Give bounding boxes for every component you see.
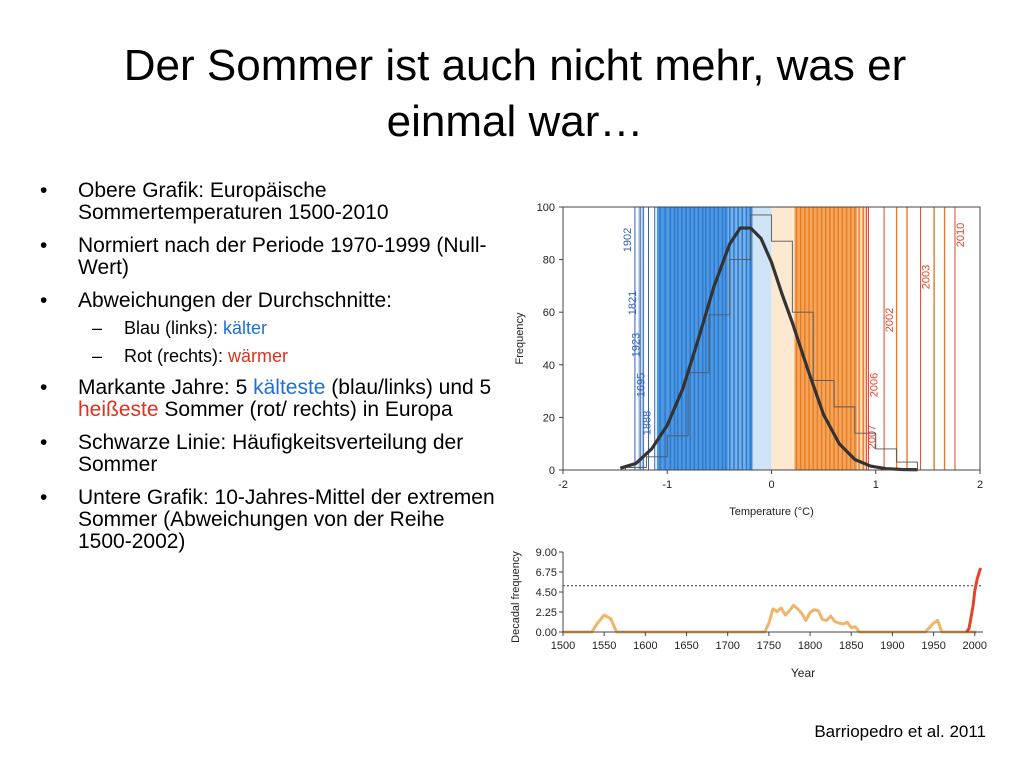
bullet-item: Untere Grafik: 10-Jahres-Mittel der extr… <box>40 487 500 553</box>
x-axis-label: Year <box>791 666 815 680</box>
bullet-text-part: Sommer (rot/ rechts) in Europa <box>158 398 453 421</box>
y-tick-label: 20 <box>543 412 555 424</box>
y-tick-label: 0.00 <box>536 627 557 639</box>
slide-title: Der Sommer ist auch nicht mehr, was er e… <box>123 41 907 146</box>
extreme-year-label: 1902 <box>622 228 634 252</box>
x-tick-label: 1800 <box>798 640 822 652</box>
sub-bullet-list: Blau (links): kälter Rot (rechts): wärme… <box>78 318 500 366</box>
y-tick-label: 6.75 <box>536 567 557 579</box>
bullet-text: Obere Grafik: Europäische Sommertemperat… <box>78 179 389 224</box>
extreme-year-label: 2003 <box>921 265 933 289</box>
recent-frequency-line <box>965 567 982 633</box>
bullet-list: Obere Grafik: Europäische Sommertemperat… <box>40 180 500 564</box>
bullet-highlight-warm: heißeste <box>78 398 159 421</box>
extreme-year-label: 2006 <box>868 373 880 397</box>
histogram-outline <box>625 214 918 470</box>
sub-bullet-highlight: kälter <box>223 318 268 338</box>
color-band <box>771 207 795 470</box>
bullet-text: Abweichungen der Durchschnitte: <box>78 289 393 312</box>
bullet-item: Abweichungen der Durchschnitte: Blau (li… <box>40 289 500 367</box>
y-tick-label: 100 <box>537 202 555 214</box>
x-tick-label: 1600 <box>633 640 657 652</box>
bullet-text-part: Markante Jahre: 5 <box>78 376 254 399</box>
frequency-curve <box>619 226 918 472</box>
y-tick-label: 80 <box>543 255 555 267</box>
x-tick-label: 1550 <box>592 640 616 652</box>
color-band <box>638 207 645 470</box>
y-axis-label: Decadal frequency <box>510 551 522 643</box>
x-tick-label: -1 <box>662 479 672 491</box>
bullet-highlight-cold: kälteste <box>253 376 326 399</box>
y-tick-label: 60 <box>543 307 555 319</box>
bullet-item: Normiert nach der Periode 1970-1999 (Nul… <box>40 235 500 279</box>
y-tick-label: 0 <box>549 465 555 477</box>
y-tick-label: 2.25 <box>536 607 557 619</box>
extreme-year-label: 2010 <box>955 223 967 247</box>
bullet-text: Normiert nach der Periode 1970-1999 (Nul… <box>78 234 487 279</box>
sub-bullet-prefix: Blau (links): <box>124 318 224 338</box>
y-axis-label: Frequency <box>514 312 526 364</box>
decadal-frequency-line <box>563 603 977 634</box>
bullet-text: Untere Grafik: 10-Jahres-Mittel der extr… <box>78 486 495 553</box>
x-tick-label: 1700 <box>715 640 739 652</box>
y-tick-label: 40 <box>543 360 555 372</box>
extreme-year-label: 1923 <box>630 333 642 357</box>
decadal-frequency-chart: 0.00 2.25 4.50 6.75 9.00 1500 1550 1600 1650 1700… <box>510 547 987 680</box>
bullet-item: Schwarze Linie: Häufigkeitsverteilung de… <box>40 432 500 476</box>
source-credit: Barriopedro et al. 2011 <box>814 722 986 741</box>
x-axis-label: Temperature (°C) <box>729 506 813 518</box>
bullet-item: Obere Grafik: Europäische Sommertemperat… <box>40 180 500 224</box>
x-tick-label: 1650 <box>674 640 698 652</box>
x-tick-label: 1500 <box>551 640 575 652</box>
sub-bullet-item: Rot (rechts): wärmer <box>78 346 500 366</box>
x-tick-label: 1 <box>873 479 879 491</box>
x-tick-label: 1900 <box>880 640 904 652</box>
sub-bullet-item: Blau (links): kälter <box>78 318 500 338</box>
bullet-item: Markante Jahre: 5 kälteste (blau/links) … <box>40 377 500 421</box>
extreme-year-label: 1695 <box>635 373 647 397</box>
x-tick-label: -2 <box>558 479 568 491</box>
color-band <box>752 207 772 470</box>
sub-bullet-highlight: wärmer <box>228 346 289 366</box>
extreme-year-label: 2002 <box>884 308 896 332</box>
bullet-text: Schwarze Linie: Häufigkeitsverteilung de… <box>78 431 464 476</box>
x-tick-label: 1850 <box>839 640 863 652</box>
color-band <box>856 207 868 470</box>
x-tick-label: 1950 <box>921 640 945 652</box>
y-tick-label: 9.00 <box>536 547 557 559</box>
extreme-year-label: 1888 <box>642 411 654 435</box>
sub-bullet-prefix: Rot (rechts): <box>124 346 229 366</box>
bullet-text-part: (blau/links) und 5 <box>325 376 492 399</box>
extreme-year-label: 1821 <box>627 291 639 315</box>
y-tick-label: 4.50 <box>536 587 557 599</box>
temperature-histogram-chart: 1902182119231695188820072006200220032010… <box>514 202 983 518</box>
x-tick-label: 2000 <box>963 640 987 652</box>
x-tick-label: 0 <box>768 479 774 491</box>
x-tick-label: 2 <box>977 479 983 491</box>
x-tick-label: 1750 <box>757 640 781 652</box>
